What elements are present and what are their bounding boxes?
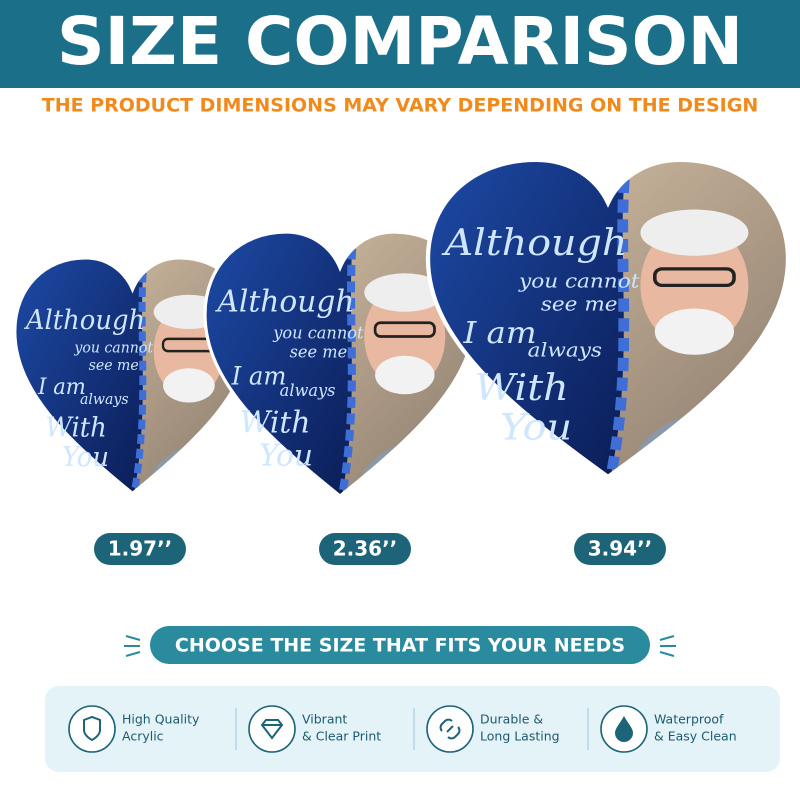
heart-text: You xyxy=(62,442,109,474)
heart-text: always xyxy=(528,338,602,361)
glasses xyxy=(373,321,436,338)
size-pill xyxy=(319,533,411,565)
beard xyxy=(163,368,215,403)
feature-text: & Easy Clean xyxy=(654,729,737,744)
rose-border xyxy=(129,258,148,494)
heart-outline xyxy=(425,158,791,480)
feature-text: High Quality xyxy=(122,712,200,727)
size-label: 2.36’’ xyxy=(333,537,398,561)
feature-icon xyxy=(260,719,284,740)
feature-icon xyxy=(439,718,461,740)
heart-text: You xyxy=(259,438,313,473)
beard xyxy=(654,308,734,355)
size-pill xyxy=(94,533,186,565)
subtitle: THE PRODUCT DIMENSIONS MAY VARY DEPENDIN… xyxy=(42,95,759,117)
hair xyxy=(640,209,749,256)
feature-text: & Clear Print xyxy=(302,729,381,744)
feature-text: Acrylic xyxy=(122,729,164,744)
size-label: 1.97’’ xyxy=(108,537,173,561)
heart-text: Although xyxy=(441,221,627,263)
heart-text: always xyxy=(280,381,336,400)
feature-text: Long Lasting xyxy=(480,729,560,744)
feature-icon xyxy=(83,715,101,742)
header-band xyxy=(0,0,800,88)
size-pill xyxy=(574,533,666,565)
feature-icon-ring xyxy=(68,705,116,753)
feature-text: Vibrant xyxy=(302,712,347,727)
cta-text: CHOOSE THE SIZE THAT FITS YOUR NEEDS xyxy=(175,635,625,657)
heart-text: you cannot xyxy=(518,269,640,292)
heart-text: With xyxy=(45,412,106,444)
heart-text: I am xyxy=(462,316,536,350)
cta-pill xyxy=(150,626,650,664)
rose-border xyxy=(336,232,358,496)
heart-text: see me xyxy=(290,342,348,361)
heart-text: always xyxy=(80,392,129,408)
heart-text: Although xyxy=(23,304,145,336)
heart-text: With xyxy=(240,405,311,440)
glasses xyxy=(652,267,736,288)
heart-text: you cannot xyxy=(73,340,153,356)
heart-text: I am xyxy=(231,361,287,390)
feature-text: Waterproof xyxy=(654,712,724,727)
size-labels: 1.97’’ 2.36’’ 3.94’’ xyxy=(94,533,666,565)
feature-icon xyxy=(614,715,634,742)
cta-decoration xyxy=(124,635,676,657)
feature-text: Durable & xyxy=(480,712,543,727)
heart-text: see me xyxy=(541,292,618,315)
heart-text: you cannot xyxy=(272,323,364,342)
beard xyxy=(375,355,435,395)
heart-text: With xyxy=(475,367,569,409)
hair xyxy=(364,273,446,312)
heart-text: You xyxy=(500,406,572,448)
feature-icon-ring xyxy=(248,705,296,753)
features: High Quality Acrylic Vibrant & Clear Print D… xyxy=(68,705,737,753)
rose-border xyxy=(602,160,632,477)
feature-bar xyxy=(45,686,780,772)
heart-text: see me xyxy=(89,358,139,374)
heart-text: I am xyxy=(37,375,86,401)
size-label: 3.94’’ xyxy=(588,537,653,561)
title: SIZE COMPARISON xyxy=(57,3,743,80)
heart-text: Although xyxy=(214,284,354,319)
